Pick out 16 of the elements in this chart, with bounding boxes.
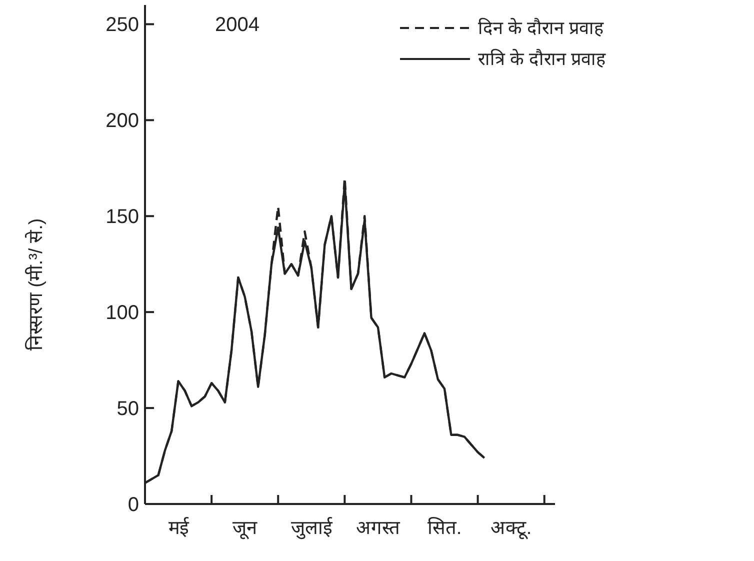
y-axis-title: निस्सरण (मी.³/ से.) xyxy=(24,218,47,351)
x-tick-label: अक्टू. xyxy=(490,518,532,540)
y-tick-label: 250 xyxy=(106,14,139,36)
title: 2004 xyxy=(215,14,260,36)
x-tick-label: जून xyxy=(232,518,258,540)
legend-label: रात्रि के दौरान प्रवाह xyxy=(478,48,606,69)
y-tick-label: 100 xyxy=(106,302,139,324)
x-tick-label: मई xyxy=(168,516,190,539)
y-tick-label: 200 xyxy=(106,110,139,132)
x-tick-label: सित. xyxy=(427,516,462,539)
x-tick-label: अगस्त xyxy=(356,518,401,539)
y-tick-label: 50 xyxy=(116,398,139,420)
x-tick-label: जुलाई xyxy=(290,516,333,540)
y-tick-label: 0 xyxy=(128,494,139,516)
legend-label: दिन के दौरान प्रवाह xyxy=(478,17,604,38)
y-tick-label: 150 xyxy=(106,206,139,228)
